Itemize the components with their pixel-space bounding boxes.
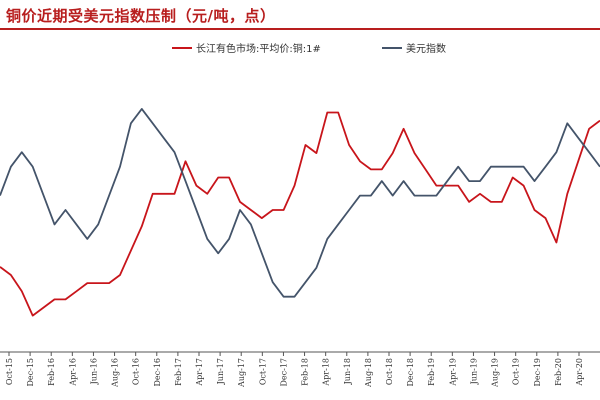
x-tick-label: Feb-19 [427,358,436,386]
x-tick-label: Apr-17 [195,358,204,387]
legend-item-usd-index: 美元指数 [382,40,446,55]
x-tick-label: Jun-16 [89,358,98,385]
x-tick-label: Aug-18 [364,358,373,388]
x-tick-label: Feb-16 [47,358,56,386]
x-tick-label: Oct-15 [5,358,14,385]
x-tick-label: Feb-18 [301,358,310,386]
series-line-0 [0,111,600,317]
x-tick-label: Dec-16 [153,358,162,387]
x-tick-label: Dec-15 [26,358,35,387]
x-tick-label: Aug-19 [491,358,500,388]
x-tick-label: Feb-20 [554,358,563,386]
x-tick-label: Jun-19 [469,358,478,385]
x-tick-label: Dec-17 [279,358,288,387]
x-tick-label: Aug-16 [111,358,120,388]
legend-label-usd-index: 美元指数 [406,44,446,55]
x-tick-label: Jun-18 [343,358,352,385]
title-bar: 铜价近期受美元指数压制（元/吨，点） [0,0,600,30]
x-tick-label: Oct-19 [512,358,521,385]
legend-swatch-usd-index [382,46,402,49]
series-line-1 [0,108,600,298]
x-tick-label: Apr-18 [322,358,331,387]
legend-label-copper: 长江有色市场:平均价:铜:1# [196,44,321,55]
series-layer [0,108,600,317]
x-tick-label: Oct-18 [385,358,394,385]
legend-swatch-copper [172,46,192,49]
chart-legend: 长江有色市场:平均价:铜:1# 美元指数 [0,40,600,58]
x-tick-label: Feb-17 [174,358,183,386]
x-tick-label: Jun-17 [216,358,225,385]
x-tick-label: Aug-17 [237,358,246,388]
legend-item-copper: 长江有色市场:平均价:铜:1# [172,40,321,55]
x-tick-label: Apr-19 [448,358,457,387]
page-title: 铜价近期受美元指数压制（元/吨，点） [6,7,276,25]
x-tick-label: Dec-18 [406,358,415,387]
x-tick-label: Dec-19 [533,358,542,387]
x-tick-label: Apr-16 [68,358,77,387]
x-tick-label: Oct-17 [258,358,267,385]
x-tick-label: Apr-20 [575,358,584,387]
x-tick-label: Oct-16 [132,358,141,385]
title-rule [0,28,600,30]
x-tick-layer: Oct-15 Dec-15 Feb-16 Apr-16 Jun-16 Aug-16 Oct-… [5,352,584,388]
